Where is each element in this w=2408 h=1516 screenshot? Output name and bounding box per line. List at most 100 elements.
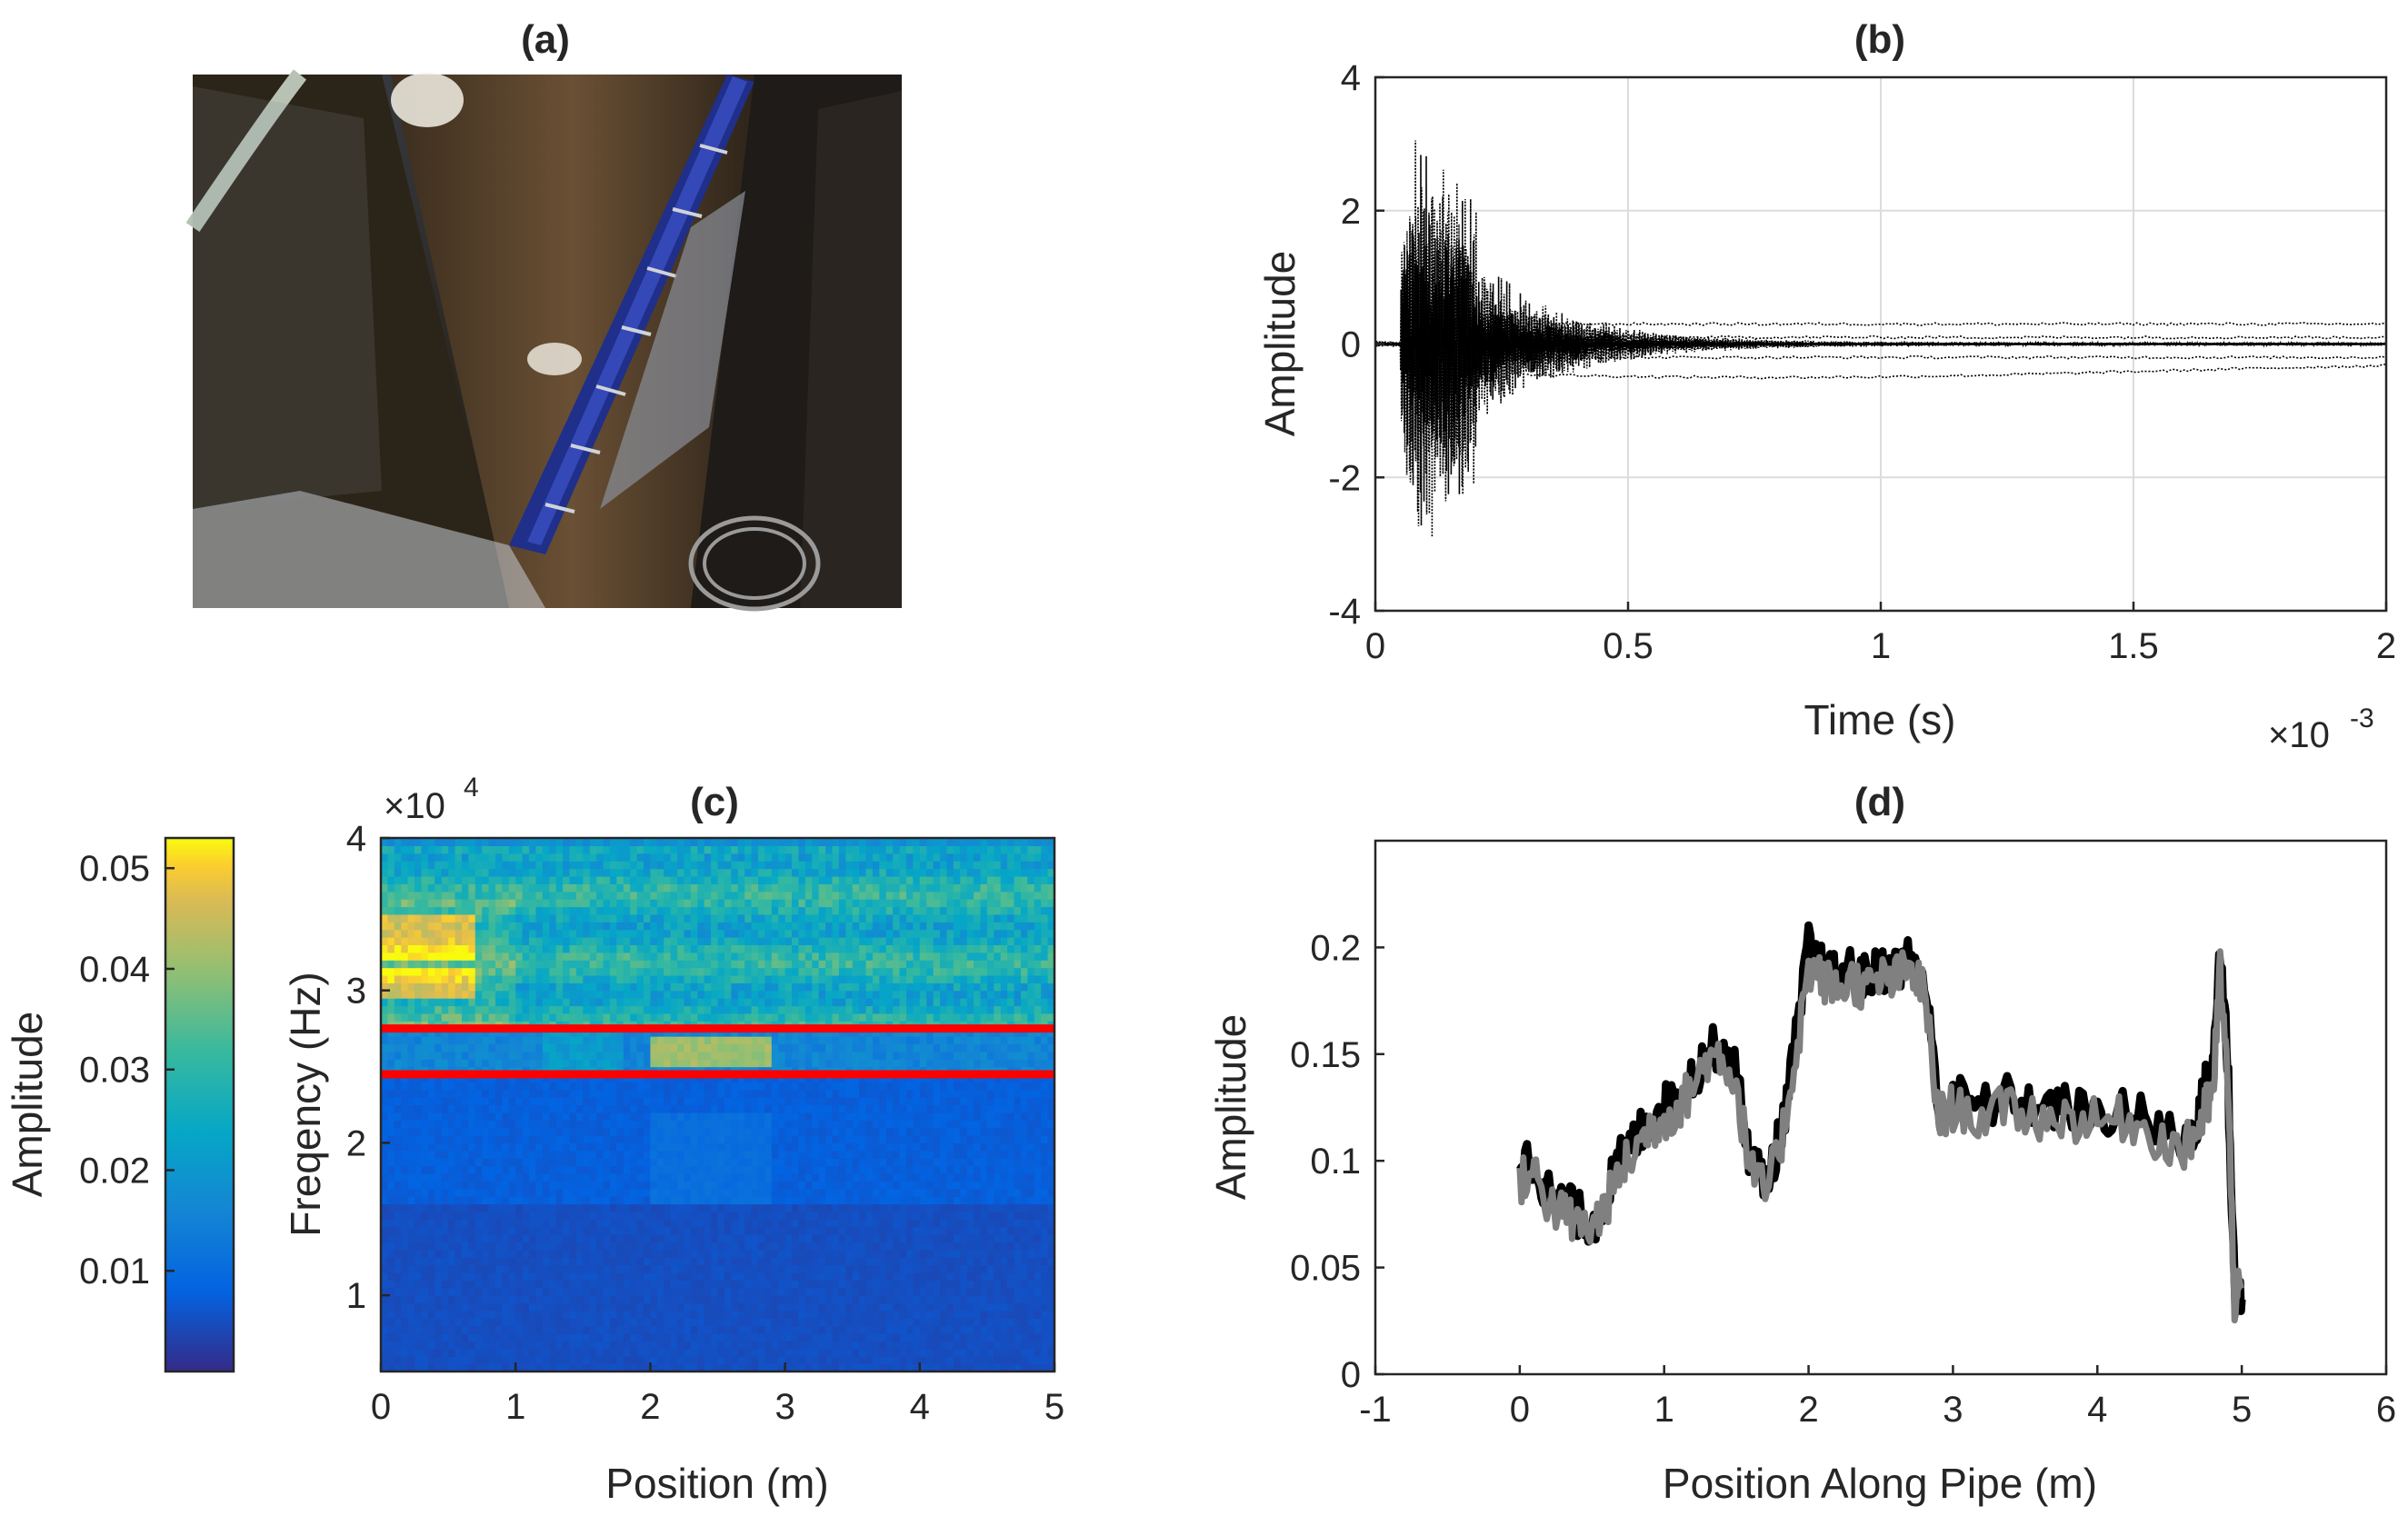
heatmap-cell [737,1242,745,1251]
heatmap-cell [589,1341,597,1350]
heatmap-cell [448,1325,456,1334]
heatmap-cell [994,1036,1002,1045]
heatmap-cell [879,1341,887,1350]
heatmap-cell [845,1012,854,1022]
heatmap-cell [711,1325,719,1334]
heatmap-cell [852,1325,860,1334]
heatmap-cell [926,1051,934,1060]
heatmap-cell [421,1325,429,1334]
heatmap-cell [609,1158,617,1167]
chart-b-xtick-label: 1.5 [2108,626,2159,666]
heatmap-cell [1000,1272,1008,1281]
heatmap-cell [1007,998,1015,1007]
heatmap-cell [825,1333,834,1342]
heatmap-cell [596,1325,604,1334]
heatmap-cell [919,1059,927,1068]
heatmap-cell [563,1165,571,1174]
heatmap-cell [522,1043,530,1052]
heatmap-cell [488,1135,496,1144]
heatmap-cell [757,1051,765,1060]
heatmap-cell [603,1341,611,1350]
heatmap-cell [792,1005,800,1014]
heatmap-cell [838,998,846,1007]
heatmap-cell [1014,1097,1022,1106]
heatmap-cell [515,1341,524,1350]
heatmap-cell [778,1172,786,1182]
heatmap-cell [1047,1341,1055,1350]
heatmap-cell [798,1356,806,1365]
heatmap-cell [448,1234,456,1243]
heatmap-cell [596,1135,604,1144]
heatmap-cell [872,1158,880,1167]
heatmap-cell [664,1249,672,1258]
heatmap-cell [435,1158,443,1167]
heatmap-cell [563,1325,571,1334]
heatmap-cell [589,1188,597,1197]
heatmap-cell [980,1150,988,1159]
heatmap-cell [1034,1196,1042,1205]
heatmap-cell [744,1172,753,1182]
heatmap-cell [804,1226,813,1235]
heatmap-cell [387,1012,395,1022]
heatmap-cell [596,1097,604,1106]
heatmap-cell [784,1211,793,1220]
heatmap-cell [919,1295,927,1304]
heatmap-cell [427,1234,435,1243]
heatmap-cell [953,1104,961,1113]
heatmap-cell [697,1318,705,1327]
heatmap-cell [764,1165,773,1174]
heatmap-cell [697,1341,705,1350]
heatmap-cell [1047,1211,1055,1220]
heatmap-cell [401,1219,409,1228]
heatmap-cell [563,990,571,999]
heatmap-cell [603,1318,611,1327]
heatmap-cell [825,1120,834,1129]
heatmap-cell [421,1295,429,1304]
heatmap-cell [893,1012,901,1022]
heatmap-cell [407,1272,415,1281]
heatmap-cell [1007,1142,1015,1152]
heatmap-cell [609,1234,617,1243]
heatmap-cell [960,1188,968,1197]
heatmap-cell [1007,1310,1015,1319]
heatmap-cell [455,1188,463,1197]
heatmap-cell [636,990,644,999]
heatmap-cell [684,1249,692,1258]
heatmap-cell [1020,1135,1028,1144]
heatmap-cell [407,1188,415,1197]
heatmap-cell [845,1287,854,1296]
heatmap-cell [488,1165,496,1174]
heatmap-cell [1047,1005,1055,1014]
heatmap-cell [792,1211,800,1220]
heatmap-cell [966,1333,974,1342]
heatmap-cell [1027,1318,1035,1327]
heatmap-cell [845,1356,854,1365]
heatmap-cell [751,1272,759,1281]
heatmap-cell [575,990,584,999]
heatmap-cell [986,1219,994,1228]
heatmap-cell [636,1158,644,1167]
heatmap-cell [905,1302,914,1312]
heatmap-cell [441,1242,449,1251]
heatmap-cell [731,1142,739,1152]
heatmap-cell [461,1120,469,1129]
heatmap-cell [885,1348,894,1357]
heatmap-cell [704,1089,712,1098]
heatmap-cell [535,1363,544,1372]
heatmap-cell [488,1280,496,1289]
heatmap-cell [441,1104,449,1113]
heatmap-cell [986,1104,994,1113]
heatmap-cell [859,1120,867,1129]
heatmap-cell [1020,1219,1028,1228]
heatmap-cell [461,1287,469,1296]
heatmap-cell [1034,1318,1042,1327]
heatmap-cell [670,1280,678,1289]
heatmap-cell [407,1165,415,1174]
heatmap-cell [986,1165,994,1174]
heatmap-cell [737,1295,745,1304]
heatmap-cell [596,1082,604,1091]
heatmap-cell [926,1302,934,1312]
heatmap-cell [427,1158,435,1167]
heatmap-cell [751,990,759,999]
heatmap-cell [549,1089,557,1098]
